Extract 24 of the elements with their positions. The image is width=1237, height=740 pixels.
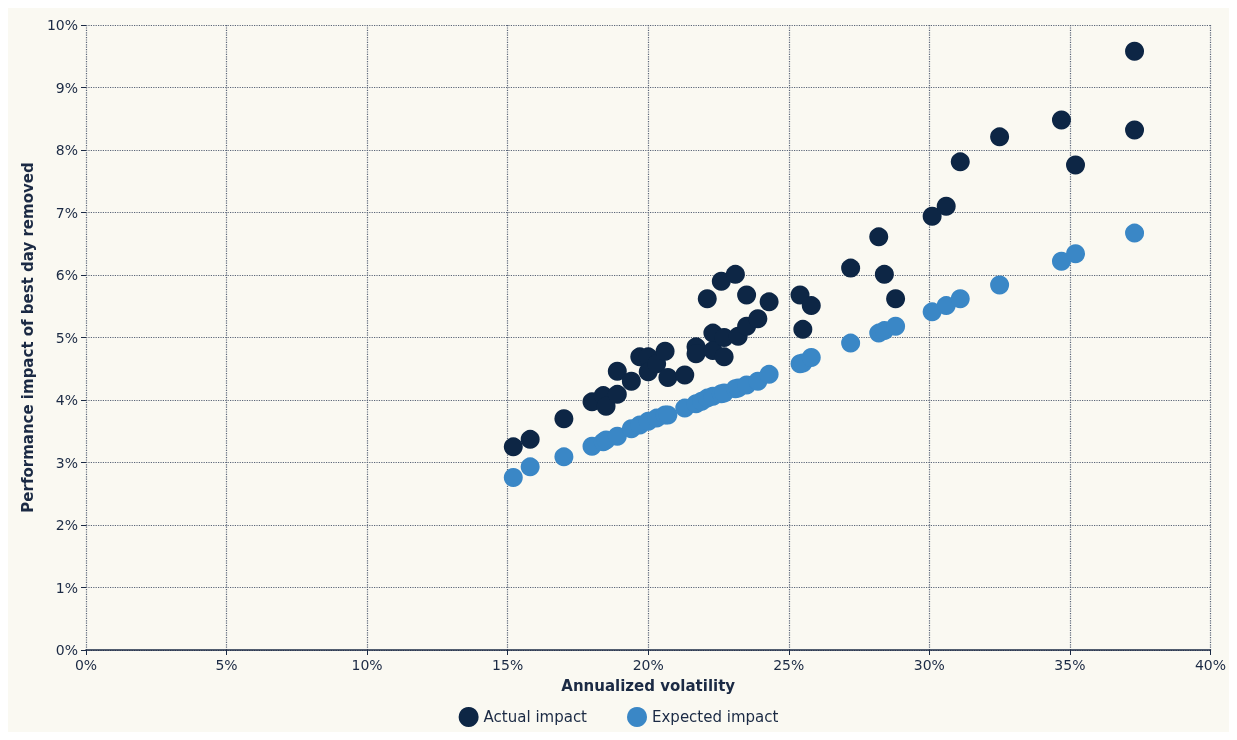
x-tick-label: 35% bbox=[1054, 657, 1086, 673]
y-tick-label: 2% bbox=[55, 517, 78, 533]
x-tick-label: 15% bbox=[492, 657, 524, 673]
legend-label: Actual impact bbox=[483, 708, 588, 726]
y-tick-label: 0% bbox=[55, 642, 78, 658]
x-tick-label: 25% bbox=[773, 657, 805, 673]
y-tick-label: 5% bbox=[55, 329, 78, 346]
x-axis-title: Annualized volatility bbox=[561, 676, 736, 695]
y-tick-label: 6% bbox=[55, 267, 78, 283]
x-tick-label: 30% bbox=[913, 657, 945, 673]
y-tick-label: 1% bbox=[55, 579, 78, 596]
y-tick-label: 9% bbox=[55, 79, 78, 96]
y-tick-label: 8% bbox=[55, 142, 78, 158]
y-tick-label: 10% bbox=[46, 17, 78, 33]
y-tick-label: 7% bbox=[55, 204, 78, 221]
y-axis-title: Performance impact of best day removed bbox=[19, 162, 38, 513]
x-tick-label: 20% bbox=[632, 657, 664, 673]
y-tick-label: 4% bbox=[55, 392, 78, 408]
y-tick-label: 3% bbox=[55, 454, 78, 471]
x-tick-label: 40% bbox=[1194, 657, 1226, 673]
x-tick-label: 0% bbox=[74, 657, 98, 673]
legend-label: Expected impact bbox=[652, 708, 779, 726]
x-tick-label: 10% bbox=[351, 657, 383, 673]
x-tick-label: 5% bbox=[215, 657, 238, 673]
